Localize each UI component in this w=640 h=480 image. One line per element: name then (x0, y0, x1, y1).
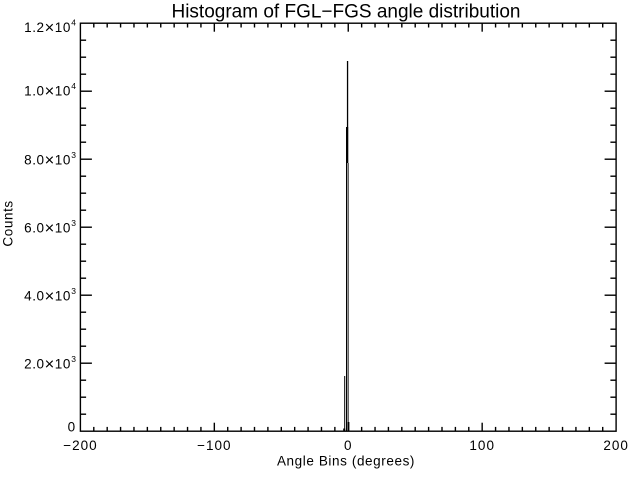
svg-text:−100: −100 (197, 438, 231, 453)
svg-text:1.2×10: 1.2×10 (24, 19, 71, 37)
svg-text:1.0×10: 1.0×10 (24, 83, 71, 101)
svg-text:8.0×10: 8.0×10 (24, 152, 71, 170)
svg-text:2.0×10: 2.0×10 (24, 356, 71, 374)
svg-text:100: 100 (469, 438, 495, 453)
svg-text:Angle Bins (degrees): Angle Bins (degrees) (277, 454, 415, 469)
svg-text:4: 4 (71, 17, 76, 27)
svg-text:200: 200 (603, 438, 629, 453)
svg-text:3: 3 (71, 354, 76, 364)
svg-text:3: 3 (71, 286, 76, 296)
svg-text:Counts: Counts (1, 200, 16, 246)
svg-text:−200: −200 (63, 438, 97, 453)
svg-text:0: 0 (68, 420, 77, 435)
svg-text:0: 0 (344, 438, 353, 453)
svg-text:6.0×10: 6.0×10 (24, 220, 71, 238)
svg-text:3: 3 (71, 150, 76, 160)
svg-text:3: 3 (71, 218, 76, 228)
svg-text:4: 4 (71, 81, 76, 91)
svg-text:4.0×10: 4.0×10 (24, 288, 71, 306)
svg-text:Histogram of FGL−FGS angle dis: Histogram of FGL−FGS angle distribution (171, 1, 520, 22)
